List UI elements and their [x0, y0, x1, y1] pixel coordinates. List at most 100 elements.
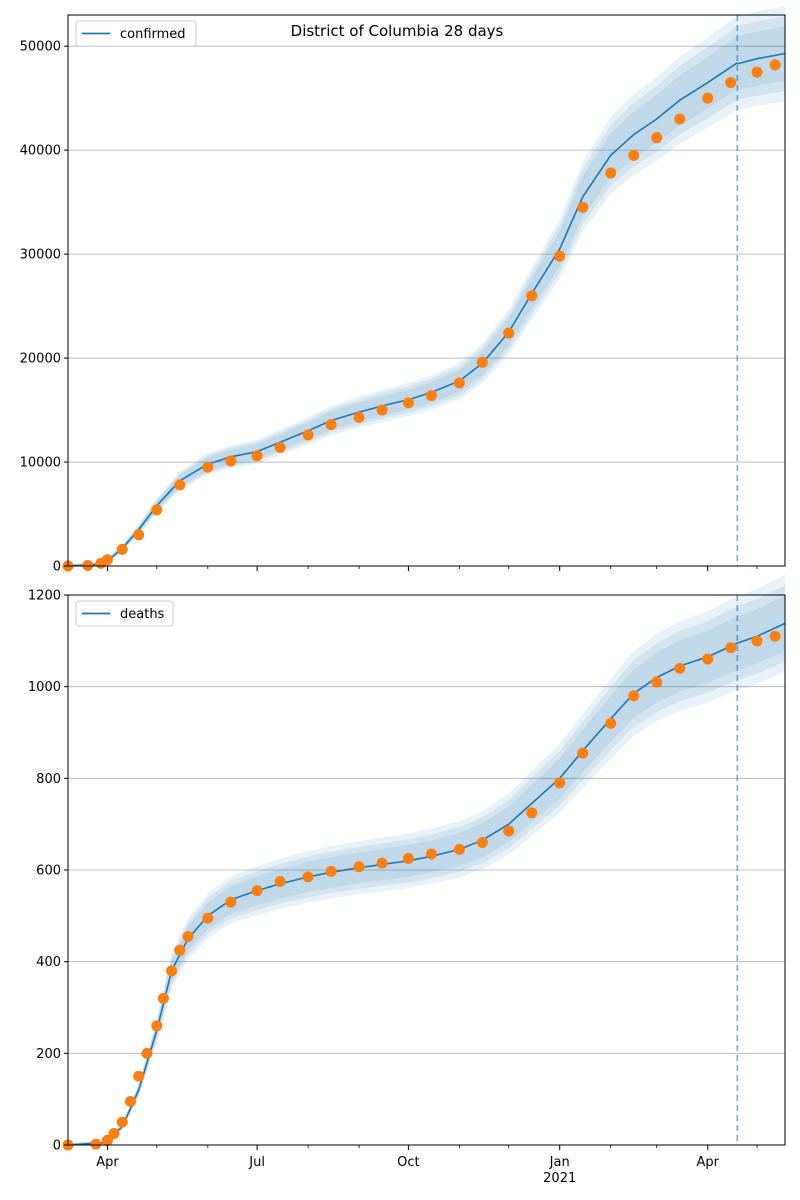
observed-point: [274, 441, 286, 453]
figure-title: District of Columbia 28 days: [291, 22, 504, 40]
observed-point: [116, 1116, 128, 1128]
observed-point: [157, 992, 169, 1004]
legend-box: [75, 20, 197, 47]
observed-point: [353, 411, 365, 423]
y-tick-label: 200: [36, 1047, 61, 1062]
observed-point: [554, 250, 566, 262]
observed-point: [577, 201, 589, 213]
observed-point: [325, 865, 337, 877]
observed-point: [503, 825, 515, 837]
observed-point: [605, 167, 617, 179]
observed-point: [425, 848, 437, 860]
observed-point: [302, 871, 314, 883]
x-tick-label: Jul: [248, 1155, 265, 1170]
observed-point: [702, 92, 714, 104]
observed-point: [133, 529, 145, 541]
observed-point: [651, 676, 663, 688]
observed-point: [133, 1070, 145, 1082]
observed-point: [225, 896, 237, 908]
observed-point: [182, 930, 194, 942]
observed-point: [751, 635, 763, 647]
observed-point: [702, 653, 714, 665]
uncertainty-band: [68, 574, 785, 1145]
legend-box: [75, 600, 174, 627]
observed-point: [628, 690, 640, 702]
legend-label: deaths: [120, 607, 165, 622]
observed-point: [101, 1134, 113, 1146]
y-tick-label: 20000: [20, 352, 61, 367]
observed-point: [202, 912, 214, 924]
y-tick-label: 0: [53, 1139, 61, 1154]
y-tick-label: 400: [36, 955, 61, 970]
observed-point: [725, 77, 737, 89]
y-tick-label: 1000: [28, 680, 61, 695]
x-tick-sublabel: 2021: [543, 1171, 576, 1186]
observed-point: [124, 1095, 136, 1107]
observed-point: [274, 875, 286, 887]
legend: deaths: [75, 600, 174, 627]
x-tick-label: Jan: [549, 1155, 570, 1170]
x-tick-label: Apr: [96, 1155, 119, 1170]
legend: confirmed: [75, 20, 197, 47]
uncertainty-band: [68, 26, 785, 566]
observed-point: [166, 965, 178, 977]
axes-frame: [67, 14, 786, 567]
observed-point: [141, 1047, 153, 1059]
observed-point: [769, 59, 781, 71]
observed-point: [225, 455, 237, 467]
observed-point: [476, 356, 488, 368]
observed-point: [302, 429, 314, 441]
observed-point: [251, 450, 263, 462]
y-tick-label: 600: [36, 864, 61, 879]
confirmed-panel: 0 10000 20000 30000 40000 50000 confirmed: [20, 5, 786, 575]
observed-point: [453, 843, 465, 855]
x-tick-label: Oct: [397, 1155, 419, 1170]
observed-point: [503, 327, 515, 339]
observed-point: [101, 554, 113, 566]
observed-point: [151, 1020, 163, 1032]
y-tick-label: 40000: [20, 144, 61, 159]
observed-point: [376, 857, 388, 869]
y-tick-label: 0: [53, 560, 61, 575]
observed-point: [605, 717, 617, 729]
x-tick-label: Apr: [696, 1155, 719, 1170]
observed-point: [353, 861, 365, 873]
observed-point: [674, 662, 686, 674]
observed-point: [151, 504, 163, 516]
observed-point: [174, 944, 186, 956]
observed-point: [402, 853, 414, 865]
observed-point: [674, 113, 686, 125]
observed-point: [108, 1128, 120, 1140]
y-tick-label: 10000: [20, 456, 61, 471]
observed-point: [402, 397, 414, 409]
observed-point: [577, 747, 589, 759]
observed-point: [116, 543, 128, 555]
observed-point: [628, 149, 640, 161]
uncertainty-band: [68, 595, 785, 1145]
observed-point: [251, 885, 263, 897]
observed-point: [453, 377, 465, 389]
observed-point: [90, 1138, 102, 1150]
observed-point: [476, 837, 488, 848]
observed-point: [82, 559, 94, 571]
y-tick-label: 50000: [20, 40, 61, 55]
observed-point: [526, 807, 538, 819]
uncertainty-band: [68, 15, 785, 566]
observed-point: [751, 66, 763, 78]
observed-point: [376, 404, 388, 416]
y-tick-label: 800: [36, 772, 61, 787]
observed-point: [526, 290, 538, 302]
y-tick-label: 30000: [20, 248, 61, 263]
forecast-line: [737, 52, 786, 65]
observed-point: [769, 630, 781, 642]
observed-point: [325, 419, 337, 431]
observed-point: [554, 777, 566, 789]
observed-point: [174, 479, 186, 491]
observed-point: [202, 461, 214, 473]
observed-point: [651, 132, 663, 144]
y-tick-label: 1200: [28, 589, 61, 604]
observed-point: [725, 642, 737, 654]
